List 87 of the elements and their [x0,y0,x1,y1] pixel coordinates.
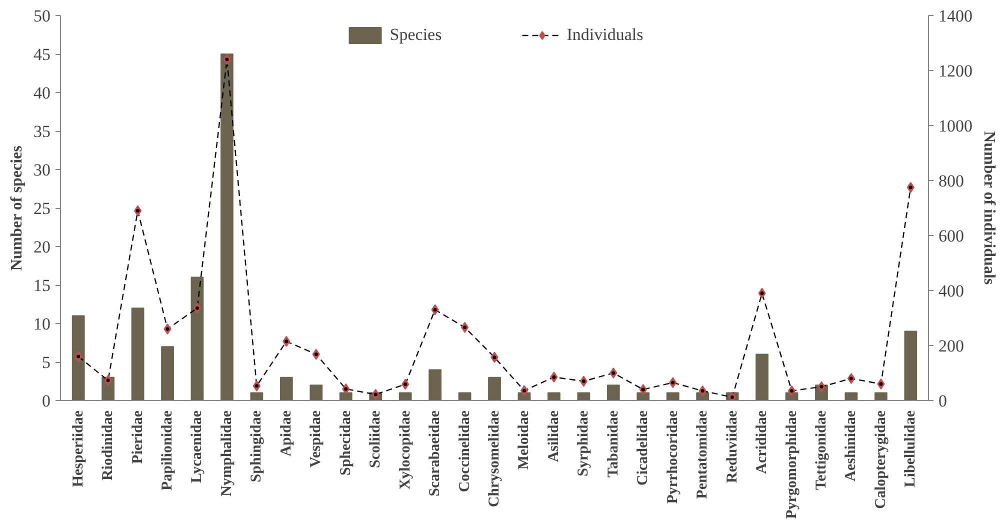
x-tick-label: Tabanidae [605,410,622,478]
bar [190,276,204,400]
x-tick-label: Vespidae [308,410,324,468]
y-tick-label: 35 [34,122,50,141]
x-tick-label: Calopterygidae [872,410,889,509]
point [460,322,469,333]
x-tick-label: Asilidae [546,410,562,462]
point [401,378,410,390]
x-tick-label: Aeshinidae [843,410,860,482]
x-tick-label: Coccinelidae [456,410,473,492]
y-tick-label: 50 [34,6,50,26]
y-tick-label: 15 [34,276,50,295]
bar [220,54,234,400]
bar [398,392,412,400]
bar [161,346,174,400]
x-tick-label: Cicadelidae [635,410,652,486]
bar [428,369,442,400]
x-tick-label: Syrphidae [576,410,592,476]
y2-axis-title: Number of individuals [980,131,998,285]
x-tick-label: Apidae [278,410,294,456]
bar [131,308,144,400]
y2-tick-label: 400 [938,282,964,300]
bar [606,384,620,400]
x-tick-label: Pieridae [130,410,146,464]
bar [577,392,590,400]
x-tick-label: Hesperiidae [70,410,86,488]
point [847,373,856,384]
bar [904,330,918,400]
bar [756,354,768,400]
point [728,392,736,400]
y-tick-label: 20 [34,238,50,256]
y-tick-label: 10 [34,314,50,334]
point [639,384,647,395]
y2-tick-label: 600 [938,226,964,246]
legend-label: Individuals [566,25,644,45]
y-tick-label: 30 [34,160,50,180]
y-tick-label: 0 [42,392,50,410]
x-tick-label: Chrysomelidae [486,410,502,508]
x-tick-label: Acrididae [754,410,770,474]
y-tick-label: 40 [34,84,50,102]
x-tick-label: Pyrgomorphidae [784,410,800,519]
bar [548,392,560,400]
point [134,205,142,216]
x-tick-label: Nymphalidae [218,410,235,496]
bar [488,376,501,400]
y2-tick-label: 0 [938,392,947,410]
x-tick-label: Pentatomidae [694,410,711,499]
point [252,380,261,392]
legend-label: Species [390,25,442,45]
y2-tick-label: 1400 [938,6,972,26]
bar [280,376,293,400]
point [877,378,885,390]
y2-tick-label: 800 [938,172,964,190]
bar [339,392,352,400]
x-tick-label: Xylocopidae [397,410,414,490]
bar [666,392,680,400]
x-tick-label: Reduviidae [724,410,740,484]
bar [72,315,85,400]
y2-tick-label: 1200 [938,62,972,80]
point [788,385,796,396]
point [193,302,202,314]
point [580,376,588,387]
x-tick-label: Lycaenidae [189,410,206,483]
point [520,385,528,396]
bar [250,392,264,400]
point [223,54,231,65]
y-tick-label: 25 [34,199,50,218]
y-axis-title: Number of species [8,146,26,271]
x-tick-label: Scarabaeidae [427,410,444,496]
bar [874,392,888,400]
x-tick-label: Libellulidae [902,410,919,488]
y2-tick-label: 200 [938,336,964,356]
point [74,351,82,362]
x-tick-label: Sphingidae [248,410,265,482]
y-tick-label: 45 [34,45,50,64]
point [610,368,618,378]
y-tick-label: 5 [42,353,50,372]
bar [310,384,323,400]
x-tick-label: Riodinidae [100,410,116,481]
point [164,324,172,334]
x-tick-label: Pyrrhocoridae [664,410,681,504]
x-tick-label: Sphecidae [338,410,354,476]
x-tick-label: Tettigonidae [813,410,830,490]
x-tick-label: Scoliidae [368,410,384,468]
x-tick-label: Papilionidae [160,410,176,491]
y2-tick-label: 1000 [938,116,972,136]
x-tick-label: Meloidae [516,410,532,470]
